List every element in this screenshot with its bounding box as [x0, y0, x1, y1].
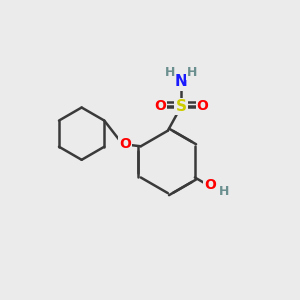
Text: O: O: [204, 178, 216, 192]
Text: O: O: [197, 99, 208, 113]
Text: H: H: [165, 66, 175, 79]
Text: N: N: [175, 74, 188, 89]
Text: O: O: [154, 99, 166, 113]
Text: H: H: [187, 66, 198, 79]
Text: O: O: [119, 137, 131, 151]
Text: S: S: [176, 99, 187, 114]
Text: H: H: [218, 185, 229, 198]
